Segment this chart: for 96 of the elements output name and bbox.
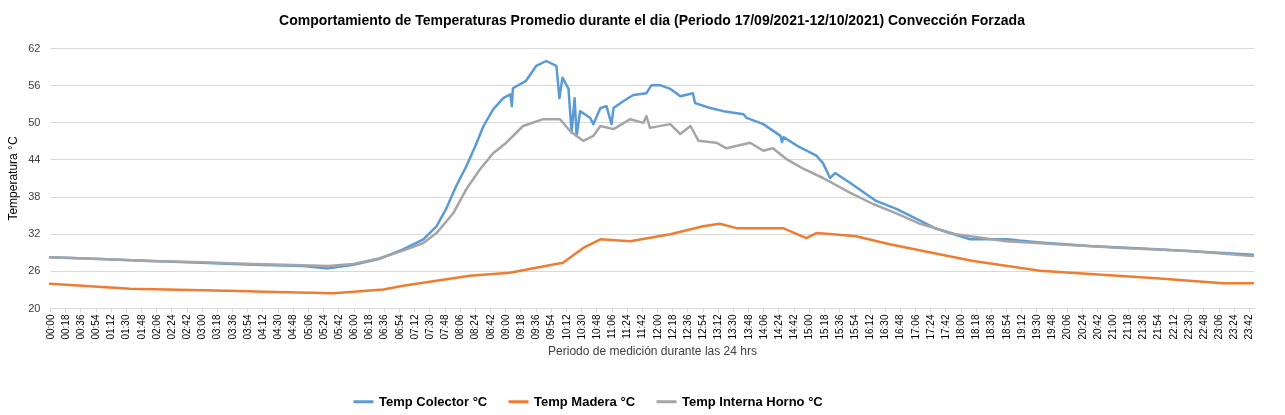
- x-tick-label: 10:48: [590, 314, 602, 340]
- x-tick-label: 21:18: [1122, 314, 1134, 340]
- x-tick-label: 15:54: [848, 314, 860, 340]
- x-tick-label: 13:12: [712, 314, 724, 340]
- x-tick-label: 02:06: [150, 314, 162, 340]
- x-tick-label: 08:06: [454, 314, 466, 340]
- x-tick-label: 17:06: [909, 314, 921, 340]
- x-tick-label: 03:18: [211, 314, 223, 340]
- x-tick-label: 03:54: [241, 314, 253, 340]
- x-tick-label: 12:00: [651, 314, 663, 340]
- x-tick-label: 07:12: [408, 314, 420, 340]
- x-tick-label: 04:30: [272, 314, 284, 340]
- x-tick-label: 00:36: [74, 314, 86, 340]
- x-tick-label: 06:18: [363, 314, 375, 340]
- x-tick-label: 14:06: [757, 314, 769, 340]
- y-tick-label: 50: [28, 115, 41, 128]
- x-tick-label: 18:36: [985, 314, 997, 340]
- x-tick-label: 16:12: [864, 314, 876, 340]
- x-tick-label: 21:36: [1137, 314, 1149, 340]
- x-tick-label: 17:42: [939, 314, 951, 340]
- x-tick-label: 16:48: [894, 314, 906, 340]
- x-tick-label: 15:36: [833, 314, 845, 340]
- x-tick-label: 06:54: [393, 314, 405, 340]
- x-tick-label: 07:48: [439, 314, 451, 340]
- x-tick-label: 00:00: [44, 314, 56, 340]
- x-tick-label: 00:54: [90, 314, 102, 340]
- x-tick-label: 06:00: [348, 314, 360, 340]
- x-tick-label: 08:24: [469, 314, 481, 340]
- x-tick-label: 22:12: [1167, 314, 1179, 340]
- x-tick-label: 11:24: [621, 314, 633, 339]
- x-tick-label: 09:18: [514, 314, 526, 340]
- x-tick-label: 23:06: [1213, 314, 1225, 340]
- x-tick-label: 23:24: [1228, 314, 1240, 340]
- x-tick-label: 01:12: [105, 314, 117, 340]
- x-tick-label: 07:30: [423, 314, 435, 340]
- x-tick-label: 19:12: [1015, 314, 1027, 340]
- x-tick-label: 15:18: [818, 314, 830, 340]
- chart-title: Comportamiento de Temperaturas Promedio durante el dia (Periodo 17/09/2021-12/10/2021) Convección Forzada: [279, 12, 1026, 28]
- x-tick-label: 03:36: [226, 314, 238, 340]
- x-tick-label: 18:18: [970, 314, 982, 340]
- x-tick-label: 09:00: [499, 314, 511, 340]
- x-tick-label: 20:42: [1091, 314, 1103, 340]
- x-tick-label: 15:00: [803, 314, 815, 340]
- x-tick-label: 00:18: [59, 314, 71, 340]
- x-tick-label: 17:24: [924, 314, 936, 340]
- x-tick-label: 04:48: [287, 314, 299, 340]
- x-tick-label: 14:42: [788, 314, 800, 340]
- line-series: [48, 222, 1255, 295]
- x-tick-label: 13:30: [727, 314, 739, 340]
- x-tick-label: 05:06: [302, 314, 314, 340]
- x-tick-label: 03:00: [196, 314, 208, 340]
- x-tick-label: 08:42: [484, 314, 496, 340]
- y-tick-label: 44: [28, 152, 41, 165]
- x-tick-label: 21:54: [1152, 314, 1164, 340]
- x-axis-title: Periodo de medición durante las 24 hrs: [548, 343, 757, 358]
- x-tick-label: 19:48: [1046, 314, 1058, 340]
- y-tick-label: 56: [28, 78, 41, 91]
- x-tick-label: 12:36: [681, 314, 693, 340]
- y-tick-label: 38: [28, 190, 41, 203]
- x-tick-label: 10:30: [575, 314, 587, 340]
- x-tick-label: 09:36: [530, 314, 542, 340]
- x-tick-label: 05:24: [317, 314, 329, 340]
- x-tick-label: 20:06: [1061, 314, 1073, 340]
- x-tick-label: 20:24: [1076, 314, 1088, 340]
- x-tick-label: 22:30: [1182, 314, 1194, 340]
- x-tick-label: 18:54: [1000, 314, 1012, 340]
- x-tick-label: 02:42: [181, 314, 193, 340]
- x-tick-label: 11:06: [606, 314, 618, 339]
- x-tick-label: 12:18: [666, 314, 678, 340]
- x-tick-label: 12:54: [697, 314, 709, 340]
- x-tick-label: 22:48: [1197, 314, 1209, 340]
- x-tick-label: 04:12: [256, 314, 268, 340]
- x-tick-label: 10:12: [560, 314, 572, 340]
- x-tick-label: 18:00: [955, 314, 967, 340]
- x-tick-label: 01:30: [120, 314, 132, 340]
- x-tick-label: 16:30: [879, 314, 891, 340]
- y-tick-label: 32: [28, 227, 41, 240]
- x-tick-label: 01:48: [135, 314, 147, 340]
- x-tick-label: 21:00: [1106, 314, 1118, 340]
- x-tick-label: 19:30: [1030, 314, 1042, 340]
- x-tick-label: 11:42: [636, 314, 648, 339]
- x-tick-label: 09:54: [545, 314, 557, 340]
- line-series: [48, 114, 1255, 268]
- x-tick-label: 02:24: [165, 314, 177, 340]
- y-tick-label: 20: [28, 301, 41, 314]
- x-tick-label: 14:24: [772, 314, 784, 340]
- y-tick-label: 62: [28, 41, 41, 54]
- x-tick-label: 23:42: [1243, 314, 1255, 340]
- y-tick-label: 26: [28, 264, 41, 277]
- x-tick-label: 13:48: [742, 314, 754, 340]
- legend-label: Temp Interna Horno °C: [682, 393, 824, 409]
- legend-label: Temp Colector °C: [379, 393, 488, 409]
- x-tick-label: 06:36: [378, 314, 390, 340]
- x-tick-label: 05:42: [332, 314, 344, 340]
- legend-label: Temp Madera °C: [534, 393, 636, 409]
- y-axis-title: Temperatura °C: [6, 136, 21, 221]
